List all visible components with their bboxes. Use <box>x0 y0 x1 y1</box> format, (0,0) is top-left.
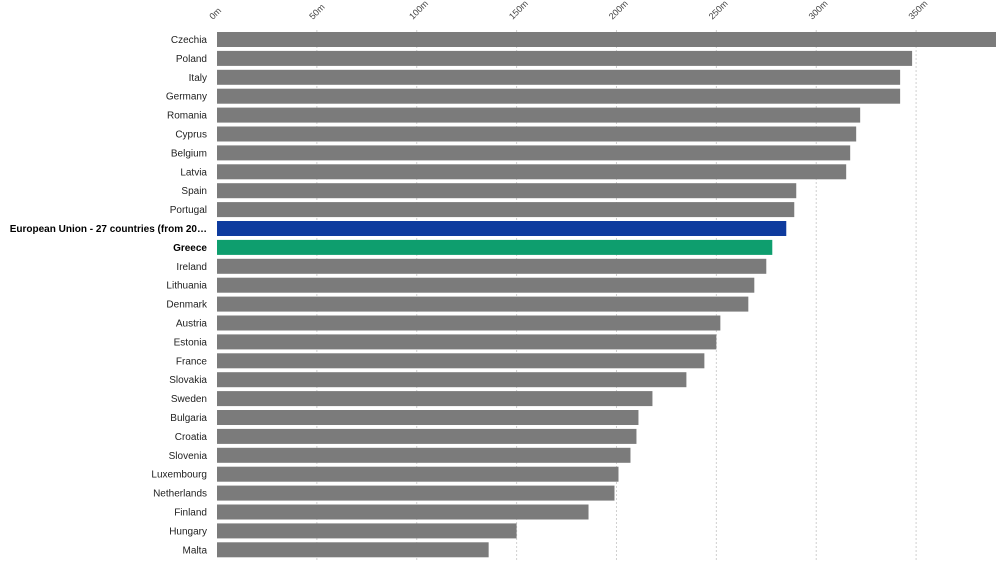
category-label: Czechia <box>171 35 208 46</box>
bar[interactable] <box>217 32 996 47</box>
category-label: Bulgaria <box>170 413 207 424</box>
bar[interactable] <box>217 164 847 180</box>
bar[interactable] <box>217 523 517 539</box>
category-label: Latvia <box>180 167 207 178</box>
x-tick-label: 250m <box>707 0 730 21</box>
bar[interactable] <box>217 391 653 407</box>
category-label: Estonia <box>174 337 208 348</box>
category-label: Netherlands <box>153 489 207 500</box>
bar[interactable] <box>217 353 705 369</box>
category-label: Slovakia <box>169 375 207 386</box>
category-label: Croatia <box>175 432 208 443</box>
category-label: Portugal <box>170 205 207 216</box>
bar[interactable] <box>217 315 721 331</box>
bar[interactable] <box>217 466 619 482</box>
bar[interactable] <box>217 145 851 161</box>
x-tick-label: 200m <box>607 0 630 21</box>
category-label: Lithuania <box>166 281 207 292</box>
bar[interactable] <box>217 410 639 425</box>
category-label: Poland <box>176 54 207 65</box>
x-axis-ticks: 0m 50m 100m 150m 200m 250m 300m 350m <box>207 0 929 21</box>
bar[interactable] <box>217 50 913 66</box>
bar[interactable] <box>217 428 637 444</box>
category-label: Greece <box>173 243 207 254</box>
category-label: Cyprus <box>175 130 207 141</box>
bar[interactable] <box>217 258 767 274</box>
bar[interactable] <box>217 542 489 558</box>
category-label: Italy <box>189 73 207 84</box>
bar[interactable] <box>217 277 755 293</box>
bar[interactable] <box>217 447 631 463</box>
bar[interactable] <box>217 296 749 312</box>
category-label: France <box>176 356 208 367</box>
category-label: Sweden <box>171 394 207 405</box>
category-label: Belgium <box>171 148 207 159</box>
x-tick-label: 150m <box>507 0 530 21</box>
bar[interactable] <box>217 485 615 501</box>
category-label: Slovenia <box>169 451 208 462</box>
bar[interactable] <box>217 239 773 255</box>
category-label: Austria <box>176 319 208 330</box>
category-label: Hungary <box>169 526 207 537</box>
category-labels: Czechia Poland Italy Germany Romania Cyprus Be… <box>10 35 208 556</box>
bars <box>217 32 996 558</box>
bar[interactable] <box>217 504 589 520</box>
x-tick-label: 50m <box>307 2 326 21</box>
bar[interactable] <box>217 126 857 142</box>
x-tick-label: 350m <box>906 0 929 21</box>
category-label: Spain <box>181 186 207 197</box>
bar[interactable] <box>217 221 787 236</box>
bar[interactable] <box>217 183 797 199</box>
bar[interactable] <box>217 69 901 85</box>
x-tick-label: 0m <box>207 5 223 21</box>
x-tick-label: 300m <box>807 0 830 21</box>
category-label: Ireland <box>176 262 207 273</box>
category-label: Germany <box>166 92 207 103</box>
x-tick-label: 100m <box>407 0 430 21</box>
bar[interactable] <box>217 202 795 218</box>
category-label: Luxembourg <box>151 470 207 481</box>
bar[interactable] <box>217 372 687 388</box>
bar[interactable] <box>217 334 717 350</box>
category-label: Finland <box>174 508 207 519</box>
category-label: Romania <box>167 111 207 122</box>
bar[interactable] <box>217 88 901 104</box>
category-label: Malta <box>183 545 208 556</box>
bar[interactable] <box>217 107 861 123</box>
category-label: European Union - 27 countries (from 20… <box>10 224 207 235</box>
category-label: Denmark <box>166 300 208 311</box>
